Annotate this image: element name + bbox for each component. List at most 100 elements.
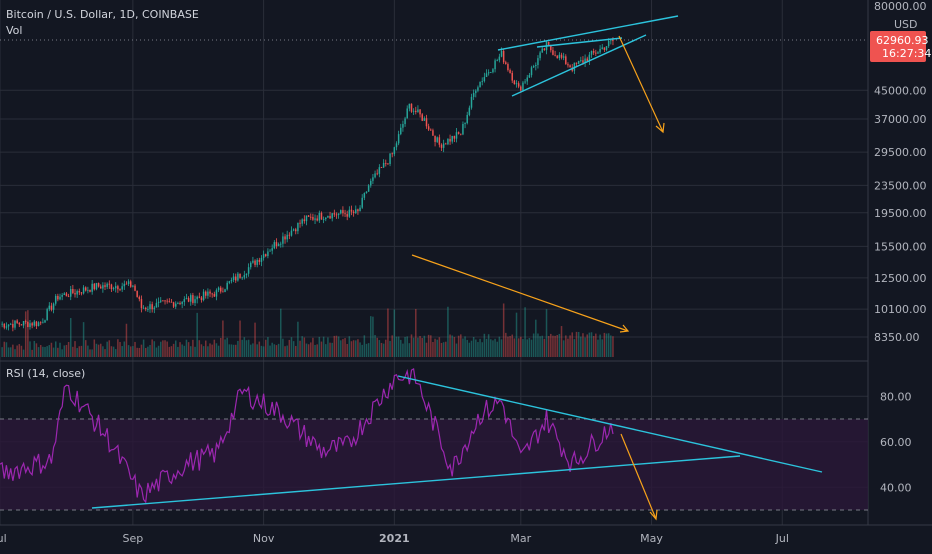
candle-body bbox=[162, 300, 164, 302]
volume-down-arrow[interactable] bbox=[411, 254, 630, 333]
candle-body bbox=[254, 260, 256, 265]
candle-body bbox=[449, 138, 451, 142]
candle-body bbox=[558, 54, 561, 59]
volume-bar bbox=[3, 341, 6, 357]
volume-bar bbox=[498, 336, 501, 357]
volume-bar bbox=[453, 336, 456, 357]
volume-bar bbox=[320, 341, 323, 357]
price-tick: 23500.00 bbox=[874, 179, 927, 192]
candle-body bbox=[532, 66, 535, 68]
rsi-band bbox=[0, 419, 868, 510]
candle-body bbox=[395, 143, 398, 148]
volume-bar bbox=[290, 337, 293, 357]
rsi-tick: 40.00 bbox=[880, 481, 912, 494]
rsi-axis-ticks: 80.00 60.00 40.00 bbox=[880, 390, 912, 494]
volume-bar bbox=[400, 339, 402, 357]
candle-body bbox=[528, 75, 531, 78]
candles bbox=[1, 37, 614, 332]
candle-body bbox=[438, 137, 441, 145]
volume-bar bbox=[1, 347, 3, 357]
volume-bar bbox=[322, 336, 325, 357]
channel-upper-trendline[interactable] bbox=[497, 15, 679, 51]
volume-bar bbox=[277, 343, 280, 357]
rsi-down-arrow[interactable] bbox=[620, 433, 658, 521]
volume-bar bbox=[335, 335, 338, 357]
candle-body bbox=[314, 218, 316, 220]
rsi-trendlines[interactable] bbox=[91, 375, 823, 509]
candle-body bbox=[475, 90, 477, 94]
volume-bar bbox=[241, 339, 243, 357]
volume-bar bbox=[404, 336, 406, 357]
volume-bar bbox=[597, 339, 599, 357]
candle-body bbox=[267, 251, 269, 257]
symbol-title: Bitcoin / U.S. Dollar, 1D, COINBASE bbox=[6, 8, 199, 21]
candle-body bbox=[496, 60, 498, 62]
candle-body bbox=[157, 301, 160, 303]
rsi-resistance-trendline[interactable] bbox=[397, 375, 823, 473]
volume-bar bbox=[27, 310, 29, 357]
projection-arrows[interactable] bbox=[411, 35, 665, 521]
volume-bar bbox=[166, 341, 168, 357]
rsi-support-trendline[interactable] bbox=[91, 455, 741, 509]
candle-body bbox=[464, 123, 466, 124]
volume-bar bbox=[97, 344, 100, 357]
volume-bar bbox=[162, 340, 164, 357]
time-axis-ticks: Jul Sep Nov 2021 Mar May Jul bbox=[0, 532, 789, 545]
volume-bar bbox=[530, 339, 533, 357]
candle-body bbox=[445, 143, 447, 145]
candle-body bbox=[245, 273, 248, 276]
candle-body bbox=[59, 296, 61, 300]
candle-body bbox=[14, 320, 16, 328]
price-down-arrow[interactable] bbox=[618, 35, 665, 134]
candle-body bbox=[31, 323, 33, 326]
volume-bar bbox=[284, 346, 286, 357]
currency-label: USD bbox=[894, 18, 918, 31]
candle-body bbox=[575, 62, 578, 64]
volume-bar bbox=[194, 346, 196, 357]
candle-body bbox=[550, 44, 552, 51]
candle-body bbox=[327, 216, 329, 218]
volume-bar bbox=[451, 335, 453, 357]
candle-body bbox=[562, 56, 565, 58]
candle-body bbox=[138, 296, 141, 300]
rsi-label: RSI (14, close) bbox=[6, 367, 85, 380]
price-tick: 37000.00 bbox=[874, 113, 927, 126]
volume-bar bbox=[95, 343, 98, 357]
volume-bar bbox=[434, 338, 436, 357]
volume-bar bbox=[262, 346, 265, 357]
price-tick: 19500.00 bbox=[874, 207, 927, 220]
candle-body bbox=[132, 285, 134, 287]
volume-bar bbox=[397, 336, 400, 357]
candle-body bbox=[123, 283, 126, 287]
candle-body bbox=[114, 286, 117, 289]
price-tick: 12500.00 bbox=[874, 272, 927, 285]
volume-bar bbox=[344, 338, 346, 357]
candle-body bbox=[44, 320, 46, 323]
volume-bar bbox=[42, 346, 44, 357]
candle-body bbox=[492, 69, 494, 73]
volume-bar bbox=[430, 335, 432, 357]
volume-bar bbox=[239, 320, 241, 357]
volume-bar bbox=[168, 346, 171, 357]
volume-bar bbox=[119, 342, 121, 357]
volume-bar bbox=[295, 345, 297, 357]
volume-bar bbox=[18, 344, 21, 357]
candle-body bbox=[590, 51, 593, 55]
volume-bar bbox=[607, 333, 610, 357]
candle-body bbox=[39, 322, 42, 324]
volume-bar bbox=[595, 333, 597, 357]
candle-body bbox=[222, 291, 224, 293]
candle-body bbox=[363, 193, 366, 198]
volume-bar bbox=[367, 343, 370, 357]
candle-body bbox=[460, 133, 462, 135]
candle-body bbox=[37, 322, 40, 327]
volume-bar bbox=[50, 342, 53, 357]
volume-bar bbox=[520, 336, 522, 357]
volume-bar bbox=[99, 343, 102, 357]
volume-bar bbox=[114, 349, 117, 357]
candle-body bbox=[522, 82, 524, 91]
channel-mid-trendline[interactable] bbox=[536, 37, 623, 48]
candle-body bbox=[436, 137, 438, 142]
volume-bar bbox=[12, 344, 14, 357]
